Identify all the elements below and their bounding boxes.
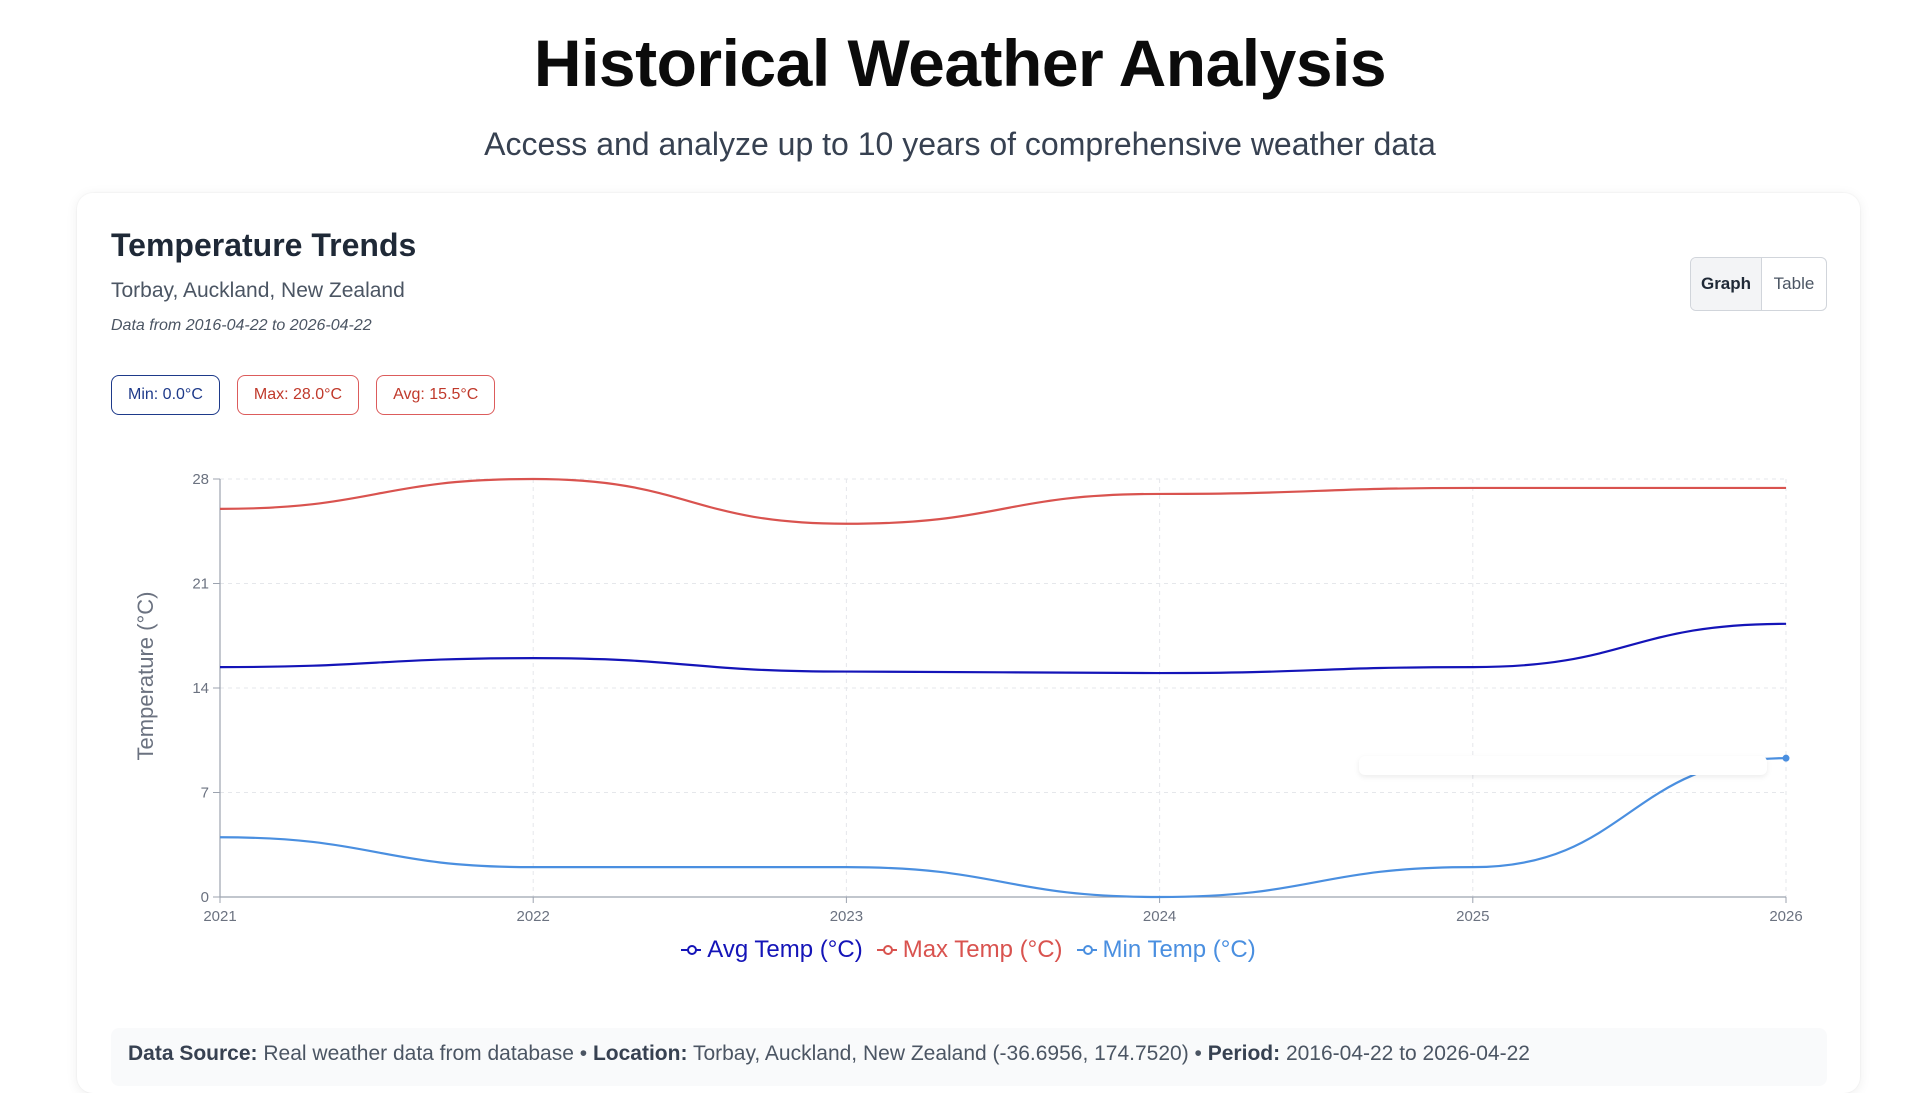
x-tick-label: 2024 [1143, 908, 1176, 925]
series-line-avg[interactable] [220, 624, 1786, 673]
source-label: Data Source: [128, 1042, 258, 1065]
temperature-card: Temperature Trends Torbay, Auckland, New… [77, 193, 1860, 1093]
period-label: Period: [1208, 1042, 1280, 1065]
legend-label: Avg Temp (°C) [707, 936, 862, 964]
y-tick-label: 0 [201, 889, 209, 906]
page-title: Historical Weather Analysis [0, 26, 1920, 100]
y-tick-label: 21 [192, 576, 209, 593]
legend-item-max[interactable]: Max Temp (°C) [877, 936, 1063, 964]
period-value: 2016-04-22 to 2026-04-22 [1286, 1042, 1530, 1065]
x-tick-label: 2023 [830, 908, 863, 925]
separator: • [580, 1042, 587, 1065]
legend-label: Min Temp (°C) [1103, 936, 1256, 964]
series-line-max[interactable] [220, 479, 1786, 524]
separator: • [1195, 1042, 1202, 1065]
legend-swatch-icon [681, 943, 701, 957]
y-tick-label: 7 [201, 785, 209, 802]
page-subtitle: Access and analyze up to 10 years of com… [0, 126, 1920, 162]
x-tick-label: 2025 [1456, 908, 1489, 925]
series-line-min[interactable] [220, 758, 1786, 897]
chart-tooltip [1359, 756, 1767, 775]
legend-item-min[interactable]: Min Temp (°C) [1077, 936, 1256, 964]
chart-legend: Avg Temp (°C) Max Temp (°C) Min Temp (°C) [77, 936, 1860, 964]
legend-label: Max Temp (°C) [903, 936, 1063, 964]
temperature-chart[interactable]: 0 7 14 21 28 2021 2022 2023 2024 2025 2026 Temperat… [77, 193, 1860, 958]
x-tick-label: 2021 [203, 908, 236, 925]
source-value: Real weather data from database [263, 1042, 574, 1065]
chart-svg: 0 7 14 21 28 2021 2022 2023 2024 2025 2026 Temperat… [77, 193, 1860, 953]
y-tick-label: 28 [192, 471, 209, 488]
legend-swatch-icon [1077, 943, 1097, 957]
page-header: Historical Weather Analysis Access and a… [0, 0, 1920, 162]
y-tick-label: 14 [192, 680, 209, 697]
legend-item-avg[interactable]: Avg Temp (°C) [681, 936, 862, 964]
x-tick-label: 2026 [1769, 908, 1802, 925]
location-value: Torbay, Auckland, New Zealand (-36.6956,… [693, 1042, 1189, 1065]
data-source-note: Data Source: Real weather data from data… [111, 1028, 1827, 1086]
legend-swatch-icon [877, 943, 897, 957]
data-point-min[interactable] [1783, 755, 1789, 761]
y-axis-label: Temperature (°C) [133, 592, 158, 761]
location-key-label: Location: [593, 1042, 688, 1065]
x-tick-label: 2022 [517, 908, 550, 925]
